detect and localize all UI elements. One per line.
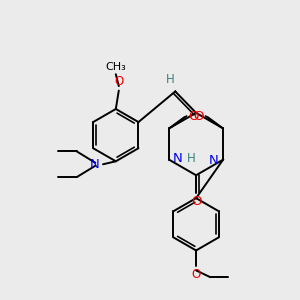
Text: CH₃: CH₃ bbox=[105, 62, 126, 72]
Text: H: H bbox=[187, 152, 196, 165]
Text: O: O bbox=[191, 195, 202, 208]
Text: O: O bbox=[194, 110, 204, 123]
Text: H: H bbox=[166, 73, 174, 85]
Text: N: N bbox=[209, 154, 219, 167]
Text: O: O bbox=[114, 75, 123, 88]
Text: O: O bbox=[191, 268, 201, 281]
Text: N: N bbox=[90, 158, 100, 171]
Text: N: N bbox=[173, 152, 183, 165]
Text: O: O bbox=[188, 110, 199, 123]
